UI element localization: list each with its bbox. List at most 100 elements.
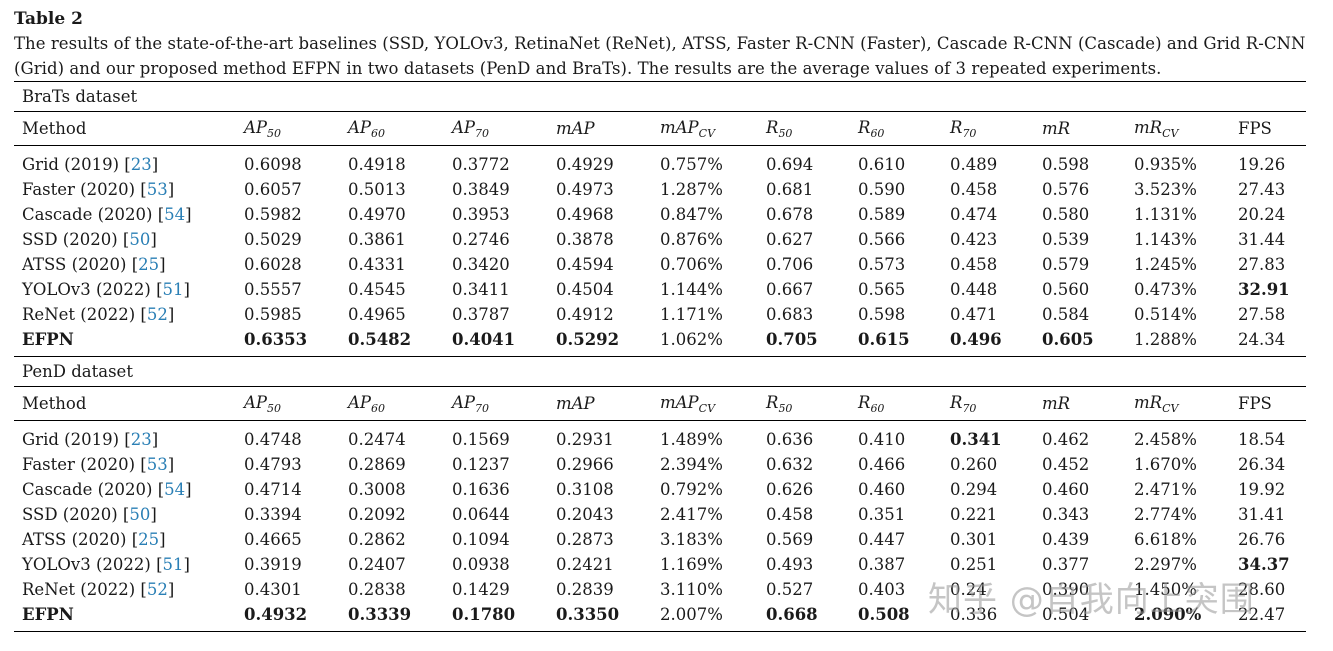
value-cell: 0.569 bbox=[766, 530, 814, 549]
value-cell: 0.584 bbox=[1042, 305, 1090, 324]
column-header-label: AP bbox=[348, 392, 372, 412]
column-header-label: mR bbox=[1134, 117, 1163, 137]
value-cell: 0.5029 bbox=[244, 230, 302, 249]
value-cell: 0.4970 bbox=[348, 205, 406, 224]
column-header-label: AP bbox=[452, 117, 476, 137]
column-header: AP50 bbox=[236, 112, 340, 146]
value-cell: 0.4545 bbox=[348, 280, 406, 299]
header-top-rule bbox=[14, 386, 1306, 387]
value-cell: 22.47 bbox=[1238, 605, 1286, 624]
column-header-subscript: 70 bbox=[475, 126, 490, 140]
value-cell: 2.090% bbox=[1134, 605, 1202, 624]
value-cell: 0.3350 bbox=[556, 605, 620, 624]
value-cell: 0.2931 bbox=[548, 420, 652, 452]
column-header-label: mR bbox=[1134, 392, 1163, 412]
citation-link[interactable]: 54 bbox=[164, 480, 186, 499]
method-name: Grid (2019) bbox=[22, 155, 120, 174]
column-header: mAPCV bbox=[652, 112, 758, 146]
citation-link[interactable]: 23 bbox=[130, 155, 152, 174]
results-table: Method AP50 AP60 AP70 mAP mAPCV R50 R60 R70 mR mRC… bbox=[14, 387, 1306, 631]
value-cell: 0.706 bbox=[766, 255, 814, 274]
citation-link[interactable]: 51 bbox=[162, 555, 184, 574]
value-cell: 0.580 bbox=[1042, 205, 1090, 224]
value-cell: 0.1429 bbox=[452, 580, 510, 599]
column-header-label: R bbox=[950, 117, 963, 137]
value-cell: 0.683 bbox=[766, 305, 814, 324]
method-name: ATSS (2020) bbox=[22, 530, 127, 549]
value-cell: 0.598 bbox=[1034, 145, 1126, 177]
value-cell: 0.4748 bbox=[236, 420, 340, 452]
method-name: Cascade (2020) bbox=[22, 205, 153, 224]
table-row: YOLOv3 (2022) [51] 0.3919 0.2407 0.0938 0.24… bbox=[14, 552, 1306, 577]
citation-link[interactable]: 53 bbox=[146, 180, 168, 199]
column-header-subscript: 60 bbox=[371, 401, 386, 415]
value-cell: 0.694 bbox=[758, 145, 850, 177]
column-header-subscript: CV bbox=[1162, 401, 1179, 415]
value-cell: 0.260 bbox=[950, 455, 998, 474]
column-header-subscript: 50 bbox=[778, 126, 793, 140]
value-cell: 0.514% bbox=[1134, 305, 1197, 324]
column-header-label: AP bbox=[244, 117, 268, 137]
value-cell: 2.471% bbox=[1134, 480, 1197, 499]
value-cell: 0.6098 bbox=[236, 145, 340, 177]
method-cell: EFPN bbox=[14, 327, 236, 356]
citation-link[interactable]: 54 bbox=[164, 205, 186, 224]
value-cell: 0.3411 bbox=[452, 280, 510, 299]
document-table: Table 2 The results of the state-of-the-… bbox=[14, 8, 1306, 632]
value-cell: 0.458 bbox=[950, 180, 998, 199]
value-cell: 0.706% bbox=[660, 255, 723, 274]
value-cell: 0.681 bbox=[766, 180, 814, 199]
value-cell: 0.390 bbox=[1042, 580, 1090, 599]
citation-link[interactable]: 23 bbox=[130, 430, 152, 449]
value-cell: 2.417% bbox=[660, 505, 723, 524]
value-cell: 0.678 bbox=[766, 205, 814, 224]
method-cell: SSD (2020) [50] bbox=[22, 505, 157, 524]
value-cell: 0.3008 bbox=[348, 480, 406, 499]
value-cell: 34.37 bbox=[1238, 555, 1290, 574]
column-header: AP50 bbox=[236, 387, 340, 421]
value-cell: 0.471 bbox=[950, 305, 998, 324]
column-header: AP60 bbox=[340, 112, 444, 146]
method-cell: ReNet (2022) [52] bbox=[22, 580, 175, 599]
citation-link[interactable]: 25 bbox=[138, 530, 160, 549]
method-name: SSD (2020) bbox=[22, 505, 118, 524]
value-cell: 0.462 bbox=[1034, 420, 1126, 452]
column-header-label: AP bbox=[348, 117, 372, 137]
column-header: FPS bbox=[1230, 112, 1306, 146]
value-cell: 3.110% bbox=[660, 580, 723, 599]
citation-link[interactable]: 50 bbox=[129, 505, 151, 524]
method-name: Grid (2019) bbox=[22, 430, 120, 449]
column-header: AP70 bbox=[444, 387, 548, 421]
method-name: EFPN bbox=[22, 330, 74, 349]
citation-link[interactable]: 52 bbox=[146, 305, 168, 324]
value-cell: 1.670% bbox=[1134, 455, 1197, 474]
value-cell: 0.610 bbox=[850, 145, 942, 177]
table-row: ReNet (2022) [52] 0.4301 0.2838 0.1429 0.283… bbox=[14, 577, 1306, 602]
column-header-label: mR bbox=[1042, 394, 1071, 413]
value-cell: 0.615 bbox=[858, 330, 910, 349]
value-cell: 0.5013 bbox=[348, 180, 406, 199]
value-cell: 24.34 bbox=[1238, 330, 1286, 349]
value-cell: 0.2838 bbox=[348, 580, 406, 599]
table-row: Grid (2019) [23] 0.6098 0.4918 0.3772 0.4929… bbox=[14, 145, 1306, 177]
method-name: ReNet (2022) bbox=[22, 580, 136, 599]
table-caption: The results of the state-of-the-art base… bbox=[14, 34, 1306, 78]
value-cell: 0.343 bbox=[1042, 505, 1090, 524]
column-header-label: Method bbox=[22, 394, 87, 413]
section-label: BraTs dataset bbox=[22, 87, 138, 106]
value-cell: 0.565 bbox=[858, 280, 906, 299]
value-cell: 0.294 bbox=[950, 480, 998, 499]
value-cell: 0.3878 bbox=[556, 230, 614, 249]
citation-link[interactable]: 50 bbox=[129, 230, 151, 249]
column-header-label: mR bbox=[1042, 119, 1071, 138]
citation-link[interactable]: 52 bbox=[146, 580, 168, 599]
value-cell: 0.2873 bbox=[556, 530, 614, 549]
value-cell: 0.935% bbox=[1126, 145, 1230, 177]
value-cell: 0.3919 bbox=[244, 555, 302, 574]
value-cell: 0.668 bbox=[766, 605, 818, 624]
citation-link[interactable]: 25 bbox=[138, 255, 160, 274]
value-cell: 0.2746 bbox=[452, 230, 510, 249]
citation-link[interactable]: 53 bbox=[146, 455, 168, 474]
value-cell: 0.632 bbox=[766, 455, 814, 474]
citation-link[interactable]: 51 bbox=[162, 280, 184, 299]
